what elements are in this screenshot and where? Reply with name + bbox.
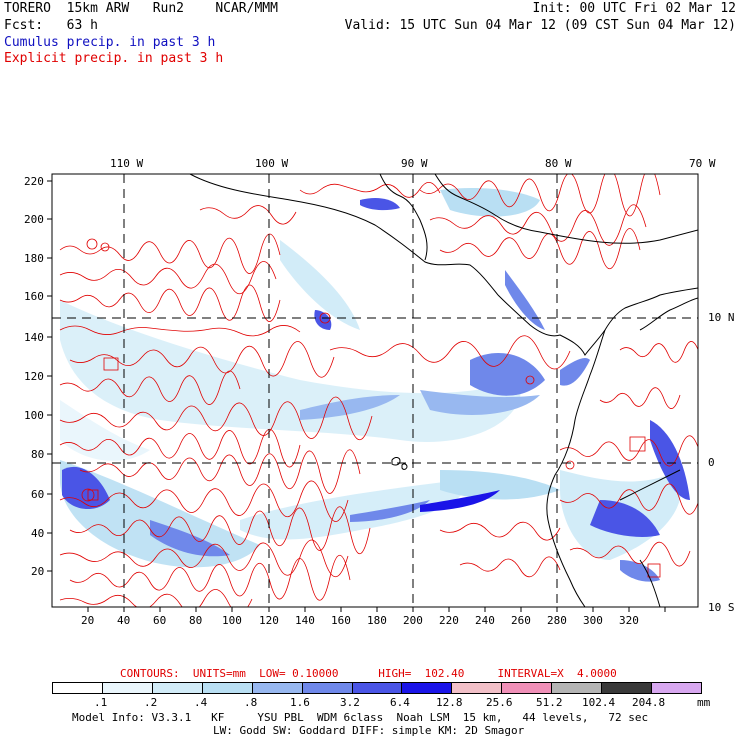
colorbar-label: 12.8 [436, 696, 463, 709]
axis-ticks [47, 180, 666, 612]
y-tick-label: 180 [24, 252, 44, 265]
header-valid-time: Valid: 15 UTC Sun 04 Mar 12 (09 CST Sun … [344, 18, 736, 33]
legend-explicit-precip: Explicit precip. in past 3 h [4, 51, 224, 66]
x-tick-label: 280 [547, 614, 567, 627]
colorbar-swatch [652, 683, 701, 693]
x-tick-label: 200 [403, 614, 423, 627]
x-tick-label: 20 [81, 614, 95, 627]
colorbar-swatch [502, 683, 553, 693]
lat-label: 10 N [708, 311, 735, 324]
legend-cumulus-precip: Cumulus precip. in past 3 h [4, 35, 216, 50]
colorbar-label: 25.6 [486, 696, 513, 709]
colorbar-swatch [102, 683, 153, 693]
lat-label: 0 [708, 456, 715, 469]
colorbar-swatch [402, 683, 453, 693]
model-info: Model Info: V3.3.1 KF YSU PBL WDM 6class… [72, 711, 649, 724]
lat-lon-grid [52, 174, 698, 607]
coastlines [189, 174, 698, 607]
colorbar-swatch [302, 683, 353, 693]
colorbar-label: .2 [144, 696, 158, 709]
y-tick-label: 40 [31, 527, 45, 540]
header-init-time: Init: 00 UTC Fri 02 Mar 12 [532, 1, 737, 16]
colorbar [52, 682, 702, 694]
precip-shading [60, 188, 690, 582]
model-physics: LW: Godd SW: Goddard DIFF: simple KM: 2D… [213, 724, 525, 737]
x-tick-label: 320 [619, 614, 639, 627]
colorbar-labels: .1 .2 .4 .8 1.6 3.2 6.4 12.8 25.6 51.2 102.4 204.8 [52, 696, 702, 710]
x-tick-label: 220 [439, 614, 459, 627]
colorbar-swatch [202, 683, 253, 693]
colorbar-label: 204.8 [632, 696, 666, 709]
explicit-precip-contours [59, 174, 698, 607]
y-tick-label: 80 [31, 448, 45, 461]
colorbar-swatch [602, 683, 653, 693]
y-tick-label: 120 [24, 370, 44, 383]
x-tick-label: 300 [583, 614, 603, 627]
lon-label: 100 W [255, 157, 289, 170]
x-tick-label: 180 [367, 614, 387, 627]
contour-info: CONTOURS: UNITS=mm LOW= 0.10000 HIGH= 10… [120, 667, 617, 680]
map-frame [51, 173, 699, 608]
y-tick-label: 160 [24, 290, 44, 303]
x-tick-label: 120 [259, 614, 279, 627]
x-tick-label: 240 [475, 614, 495, 627]
lon-label: 90 W [401, 157, 428, 170]
colorbar-label: .8 [244, 696, 258, 709]
y-tick-label: 200 [24, 213, 44, 226]
lon-label: 80 W [545, 157, 572, 170]
colorbar-label: .1 [94, 696, 108, 709]
header-model-run: TORERO 15km ARW Run2 NCAR/MMM [4, 1, 278, 16]
y-tick-label: 220 [24, 175, 44, 188]
colorbar-swatch [452, 683, 503, 693]
colorbar-label: 51.2 [536, 696, 563, 709]
colorbar-swatch [352, 683, 403, 693]
x-tick-label: 100 [222, 614, 242, 627]
y-tick-label: 60 [31, 488, 45, 501]
lon-label: 110 W [110, 157, 144, 170]
x-tick-label: 260 [511, 614, 531, 627]
colorbar-label: 3.2 [340, 696, 360, 709]
y-tick-label: 100 [24, 409, 44, 422]
x-tick-label: 160 [331, 614, 351, 627]
lon-label: 70 W [689, 157, 716, 170]
x-tick-label: 80 [189, 614, 203, 627]
colorbar-label: 1.6 [290, 696, 310, 709]
colorbar-label: .4 [194, 696, 208, 709]
colorbar-swatch [152, 683, 203, 693]
x-tick-label: 140 [295, 614, 315, 627]
colorbar-label: 6.4 [390, 696, 410, 709]
y-tick-label: 20 [31, 565, 45, 578]
colorbar-label: 102.4 [582, 696, 616, 709]
lat-label: 10 S [708, 601, 735, 614]
colorbar-swatch [552, 683, 603, 693]
x-tick-label: 40 [117, 614, 131, 627]
x-tick-label: 60 [153, 614, 167, 627]
colorbar-unit: mm [697, 696, 711, 709]
header-forecast-hour: Fcst: 63 h [4, 18, 98, 33]
colorbar-swatch [53, 683, 103, 693]
colorbar-swatch [252, 683, 303, 693]
y-tick-label: 140 [24, 331, 44, 344]
